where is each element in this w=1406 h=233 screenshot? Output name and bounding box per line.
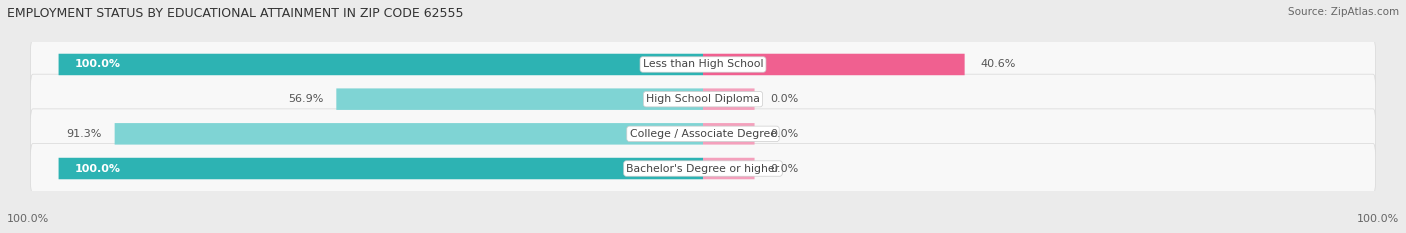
Text: 56.9%: 56.9%: [288, 94, 323, 104]
FancyBboxPatch shape: [31, 40, 1375, 89]
Text: 100.0%: 100.0%: [1357, 214, 1399, 224]
Text: 91.3%: 91.3%: [66, 129, 101, 139]
FancyBboxPatch shape: [703, 88, 755, 110]
FancyBboxPatch shape: [59, 54, 703, 75]
Text: 100.0%: 100.0%: [75, 59, 121, 69]
FancyBboxPatch shape: [703, 54, 965, 75]
Text: 0.0%: 0.0%: [770, 129, 799, 139]
Text: 100.0%: 100.0%: [7, 214, 49, 224]
FancyBboxPatch shape: [703, 123, 755, 145]
Text: 0.0%: 0.0%: [770, 164, 799, 174]
Text: Bachelor's Degree or higher: Bachelor's Degree or higher: [627, 164, 779, 174]
FancyBboxPatch shape: [31, 144, 1375, 193]
Text: EMPLOYMENT STATUS BY EDUCATIONAL ATTAINMENT IN ZIP CODE 62555: EMPLOYMENT STATUS BY EDUCATIONAL ATTAINM…: [7, 7, 464, 20]
Text: Less than High School: Less than High School: [643, 59, 763, 69]
Text: 100.0%: 100.0%: [75, 164, 121, 174]
Text: 40.6%: 40.6%: [981, 59, 1017, 69]
Text: College / Associate Degree: College / Associate Degree: [630, 129, 776, 139]
FancyBboxPatch shape: [336, 88, 703, 110]
Text: 0.0%: 0.0%: [770, 94, 799, 104]
Text: Source: ZipAtlas.com: Source: ZipAtlas.com: [1288, 7, 1399, 17]
Text: High School Diploma: High School Diploma: [647, 94, 759, 104]
FancyBboxPatch shape: [703, 158, 755, 179]
FancyBboxPatch shape: [31, 109, 1375, 159]
FancyBboxPatch shape: [115, 123, 703, 145]
FancyBboxPatch shape: [59, 158, 703, 179]
FancyBboxPatch shape: [31, 74, 1375, 124]
